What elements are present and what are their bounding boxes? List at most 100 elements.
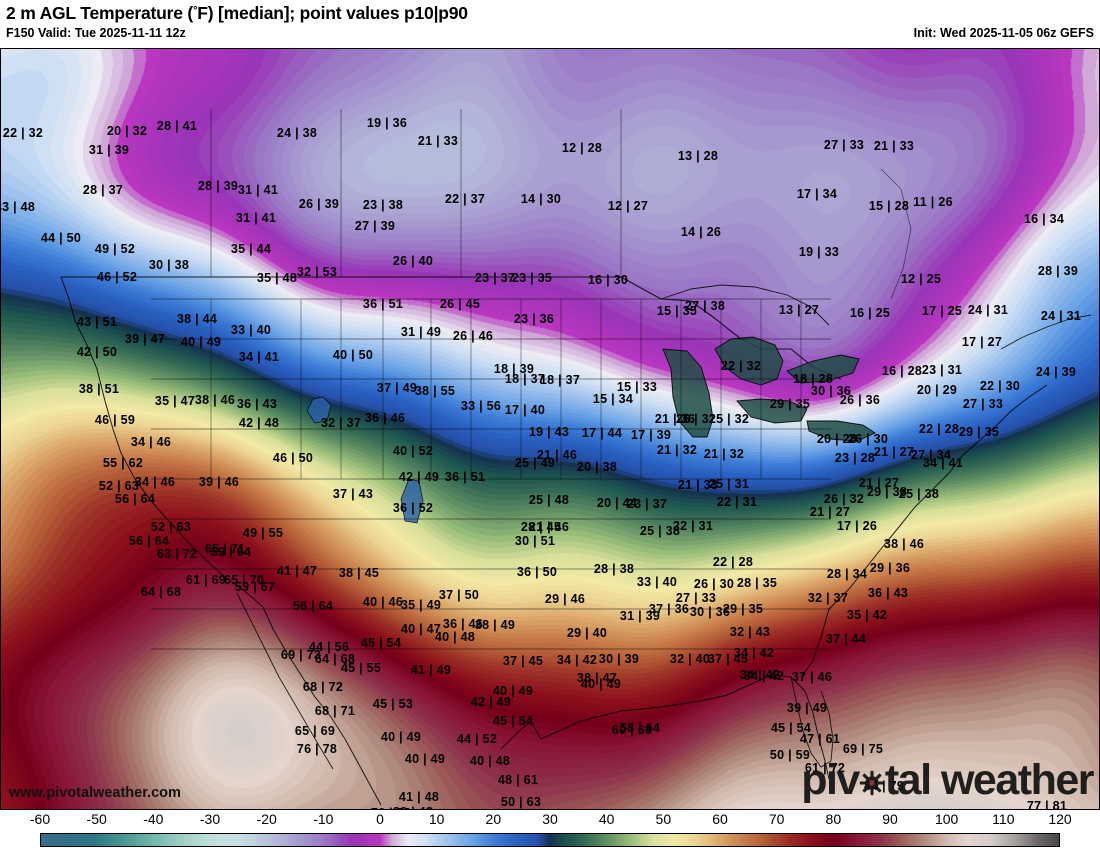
point-value-label: 36 | 43	[867, 586, 909, 600]
point-value-label: 24 | 31	[967, 303, 1009, 317]
point-value-label: 42 | 49	[470, 695, 512, 709]
colorbar-tick-90: 90	[882, 811, 898, 827]
point-value-label: 15 | 34	[592, 392, 634, 406]
colorbar-tick-100: 100	[934, 811, 959, 827]
point-value-label: 27 | 34	[910, 448, 952, 462]
point-value-label: 18 | 37	[504, 372, 546, 386]
watermark-text-post: tal weather	[884, 756, 1095, 804]
point-value-label: 29 | 35	[722, 602, 764, 616]
point-value-label: 18 | 37	[539, 373, 581, 387]
point-value-label: 25 | 48	[528, 493, 570, 507]
point-value-label: 37 | 45	[707, 652, 749, 666]
point-value-label: 30 | 51	[514, 534, 556, 548]
point-value-label: 55 | 62	[102, 456, 144, 470]
point-value-label: 26 | 32	[675, 412, 717, 426]
point-value-label: 76 | 78	[371, 806, 411, 809]
point-value-label: 12 | 25	[900, 272, 942, 286]
point-value-label: 25 | 38	[898, 487, 940, 501]
point-value-label: 21 | 33	[417, 134, 459, 148]
colorbar[interactable]: -60 -50 -40 -30 -20 -10 0 10 20 30 40 50 60 70 80 90 100…	[0, 810, 1100, 850]
colorbar-tick-60: 60	[712, 811, 728, 827]
point-value-label: 63 | 72	[156, 547, 198, 561]
point-value-label: 65 | 69	[294, 724, 336, 738]
point-value-label: 45 | 54	[492, 714, 534, 728]
point-value-label: 40 | 48	[434, 630, 476, 644]
point-value-label: 38 | 51	[78, 382, 120, 396]
point-value-label: 40 | 49	[404, 752, 446, 766]
colorbar-tick-110: 110	[992, 811, 1015, 827]
point-value-label: 19 | 33	[798, 245, 840, 259]
point-value-label: 14 | 26	[680, 225, 722, 239]
point-value-label: 27 | 39	[354, 219, 396, 233]
point-value-label: 38 | 46	[194, 393, 236, 407]
point-value-label: 26 | 36	[839, 393, 881, 407]
point-value-label: 30 | 39	[598, 652, 640, 666]
point-value-label: 26 | 32	[823, 492, 865, 506]
colorbar-tick-70: 70	[768, 811, 785, 827]
point-value-label: 22 | 32	[720, 359, 762, 373]
point-value-label: 32 | 43	[729, 625, 771, 639]
point-value-label: 38 | 47	[576, 671, 618, 685]
point-value-label: 21 | 27	[858, 476, 900, 490]
point-value-label: 21 | 32	[656, 443, 698, 457]
point-value-label: 28 | 41	[156, 119, 198, 133]
point-value-label: 37 | 49	[376, 381, 418, 395]
point-value-label: 26 | 30	[693, 577, 735, 591]
point-value-label: 16 | 34	[1023, 212, 1065, 226]
point-value-label: 49 | 55	[242, 526, 284, 540]
colorbar-tick-80: 80	[825, 811, 842, 827]
point-value-label: 45 | 53	[372, 697, 414, 711]
point-value-label: 17 | 39	[630, 428, 672, 442]
point-value-label: 23 | 36	[513, 312, 555, 326]
point-value-label: 24 | 31	[1040, 309, 1082, 323]
point-value-label: 31 | 41	[237, 183, 279, 197]
colorbar-tick--40: -40	[143, 811, 164, 827]
point-value-label: 69 | 75	[842, 742, 884, 756]
point-value-label: 32 | 37	[807, 591, 849, 605]
point-value-label: 32 | 53	[296, 265, 338, 279]
point-value-label: 48 | 61	[497, 773, 539, 787]
point-value-label: 58 | 64	[619, 721, 661, 735]
point-value-label: 34 | 46	[130, 435, 172, 449]
colorbar-tick-10: 10	[428, 811, 445, 827]
point-value-label: 21 | 33	[873, 139, 915, 153]
point-value-label: 59 | 64	[210, 545, 252, 559]
point-value-label: 40 | 49	[380, 730, 422, 744]
point-value-label: 29 | 46	[544, 592, 586, 606]
colorbar-gradient	[40, 833, 1060, 847]
point-value-label: 22 | 31	[716, 495, 758, 509]
point-value-label: 41 | 49	[410, 663, 452, 677]
point-value-label: 16 | 28	[881, 364, 923, 378]
point-value-label: 61 | 69	[185, 573, 227, 587]
point-value-label: 39 | 49	[786, 701, 828, 715]
point-value-label: 29 | 35	[958, 425, 1000, 439]
point-value-label: 44 | 56	[308, 640, 350, 654]
point-value-label: 47 | 61	[799, 732, 841, 746]
colorbar-tick--20: -20	[256, 811, 277, 827]
point-value-label: 42 | 50	[76, 345, 118, 359]
point-value-label: 45 | 55	[340, 661, 382, 675]
point-value-label: 37 | 46	[791, 670, 833, 684]
map-viewport[interactable]: 22 | 32 31 | 39 28 | 37 43 | 48 44 | 50 49 | …	[0, 48, 1100, 810]
point-value-label: 40 | 49	[580, 677, 622, 691]
point-value-label: 40 | 52	[392, 444, 434, 458]
forecast-valid-time: F150 Valid: Tue 2025-11-11 12z	[6, 26, 186, 40]
degree-symbol: °	[193, 5, 198, 18]
point-value-label: 30 | 38	[148, 258, 190, 272]
point-value-label: 15 | 28	[868, 199, 910, 213]
point-value-label: 20 | 32	[106, 124, 148, 138]
point-value-label: 32 | 37	[320, 416, 362, 430]
point-value-label: 38 | 49	[474, 618, 516, 632]
point-value-label: 49 | 52	[94, 242, 136, 256]
colorbar-tick--60: -60	[29, 811, 51, 827]
point-value-label: 27 | 38	[684, 299, 726, 313]
point-value-label: 22 | 37	[444, 192, 486, 206]
point-value-label: 46 | 59	[94, 413, 136, 427]
point-value-label: 28 | 45	[520, 520, 562, 534]
point-value-label: 40 | 50	[332, 348, 374, 362]
point-value-label: 35 | 49	[400, 598, 442, 612]
point-value-label: 18 | 39	[493, 362, 535, 376]
point-value-label: 34 | 42	[733, 646, 775, 660]
point-value-label: 39 | 46	[198, 475, 240, 489]
point-value-label: 33 | 40	[230, 323, 272, 337]
